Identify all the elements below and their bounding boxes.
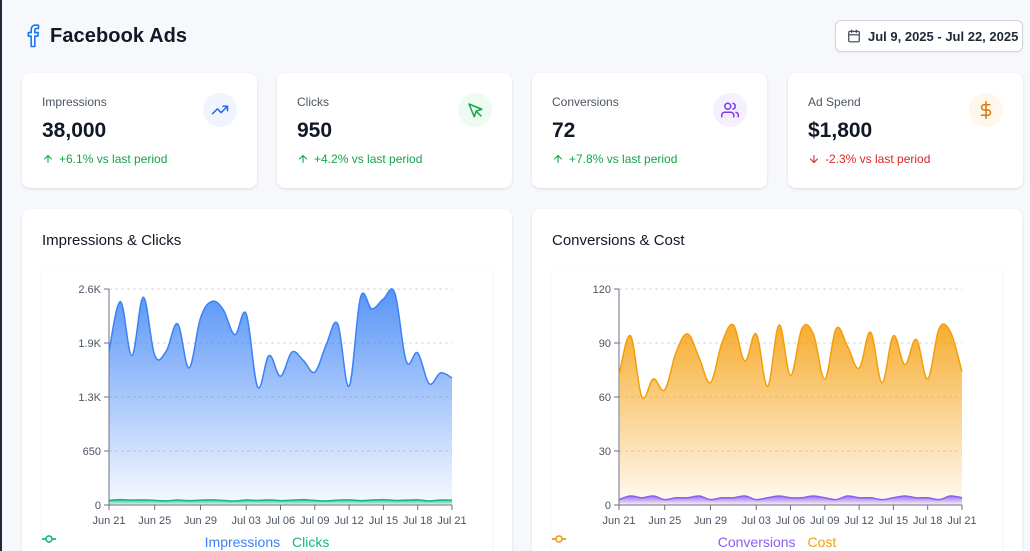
page-title: Facebook Ads: [50, 24, 188, 47]
arrow-up-icon: [43, 154, 53, 164]
kpi-card-conversions: Conversions 72 +7.8% vs last period: [532, 73, 767, 188]
x-tick-label: Jul 03: [742, 515, 771, 527]
series-line-clicks: [108, 498, 453, 502]
legend-label: Impressions: [204, 534, 281, 550]
chart-legend: Conversions Cost: [552, 534, 1002, 550]
kpi-value: 950: [297, 119, 333, 142]
x-tick-label: Jul 18: [913, 515, 942, 527]
x-tick-label: Jul 21: [947, 515, 976, 527]
y-tick-label: 0: [95, 500, 101, 512]
x-tick-label: Jul 09: [300, 515, 329, 527]
date-range-button[interactable]: Jul 9, 2025 - Jul 22, 2025: [835, 20, 1023, 52]
kpi-delta-text: +6.1% vs last period: [59, 152, 168, 166]
x-tick-label: Jul 06: [266, 515, 295, 527]
kpi-card-impressions: Impressions 38,000 +6.1% vs last period: [22, 73, 257, 188]
series-line-impressions: [108, 288, 453, 389]
conversions-cost-chart: 0 30 60 90 120 Jun 21 Jun 25 Jun 29 Jul 03 Jul 06…: [552, 267, 1002, 551]
legend-item-impressions[interactable]: Impressions: [42, 534, 281, 550]
dashboard-header: Facebook Ads Jul 9, 2025 - Jul 22, 2025: [2, 0, 1030, 70]
impressions-clicks-panel: Impressions & Clicks 0 650 1.3K 1.9K 2.6K Jun…: [22, 209, 512, 551]
kpi-card-clicks: Clicks 950 +4.2% vs last period: [277, 73, 512, 188]
kpi-value: $1,800: [808, 119, 873, 142]
trending-up-icon: [211, 105, 229, 115]
kpi-value: 72: [552, 119, 576, 142]
kpi-delta: +4.2% vs last period: [297, 152, 422, 166]
kpi-label: Clicks: [297, 95, 329, 109]
x-tick-label: Jun 29: [694, 515, 727, 527]
chart-title: Conversions & Cost: [552, 232, 685, 249]
x-tick-label: Jun 25: [138, 515, 171, 527]
y-tick-label: 30: [599, 446, 611, 458]
kpi-icon-badge: [713, 93, 747, 127]
series-area-cost: [619, 323, 962, 505]
x-tick-label: Jul 06: [776, 515, 805, 527]
kpi-delta-text: -2.3% vs last period: [825, 152, 931, 166]
x-tick-label: Jun 25: [648, 515, 681, 527]
chart-title: Impressions & Clicks: [42, 232, 182, 249]
kpi-icon-badge: [203, 93, 237, 127]
chart-legend: Impressions Clicks: [42, 534, 492, 550]
legend-line-icon: [552, 535, 566, 543]
kpi-delta: +7.8% vs last period: [552, 152, 677, 166]
date-range-label: Jul 9, 2025 - Jul 22, 2025: [868, 28, 1019, 44]
y-tick-label: 1.3K: [78, 392, 101, 404]
kpi-delta: +6.1% vs last period: [42, 152, 167, 166]
arrow-down-icon: [809, 154, 819, 164]
series-line-cost: [618, 323, 963, 400]
x-tick-label: Jul 15: [879, 515, 908, 527]
arrow-up-icon: [553, 154, 563, 164]
kpi-value: 38,000: [42, 119, 107, 142]
brand: Facebook Ads: [26, 24, 187, 48]
y-tick-label: 650: [83, 446, 101, 458]
y-tick-label: 0: [605, 500, 611, 512]
x-tick-label: Jul 12: [334, 515, 363, 527]
legend-item-cost[interactable]: Cost: [552, 534, 837, 550]
kpi-label: Conversions: [552, 95, 619, 109]
kpi-delta-text: +7.8% vs last period: [569, 152, 678, 166]
facebook-icon: [27, 24, 40, 48]
x-tick-label: Jun 21: [602, 515, 635, 527]
y-tick-label: 2.6K: [78, 284, 101, 296]
legend-line-icon: [42, 535, 56, 543]
x-tick-label: Jul 09: [810, 515, 839, 527]
legend-label: Cost: [803, 534, 837, 550]
legend-item-clicks[interactable]: Clicks: [42, 534, 330, 550]
impressions-clicks-svg: 0 650 1.3K 1.9K 2.6K Jun 21 Jun 25 Jun 29 Jul 03…: [78, 284, 466, 527]
legend-label: Conversions: [717, 534, 796, 550]
x-tick-label: Jul 03: [232, 515, 261, 527]
kpi-delta-text: +4.2% vs last period: [314, 152, 423, 166]
conversions-cost-svg: 0 30 60 90 120 Jun 21 Jun 25 Jun 29 Jul 03 Jul 06…: [593, 284, 977, 527]
kpi-delta: -2.3% vs last period: [808, 152, 930, 166]
users-icon: [721, 102, 739, 118]
calendar-icon: [848, 29, 860, 43]
impressions-clicks-chart: 0 650 1.3K 1.9K 2.6K Jun 21 Jun 25 Jun 29 Jul 03…: [42, 267, 492, 551]
x-tick-label: Jun 21: [92, 515, 125, 527]
series-area-impressions: [109, 288, 452, 505]
conversions-cost-panel: Conversions & Cost 0 30 60 90 120 Jun 21 Jun 2…: [532, 209, 1022, 551]
kpi-icon-badge: [969, 93, 1003, 127]
y-tick-label: 90: [599, 338, 611, 350]
dollar-icon: [980, 101, 992, 119]
y-tick-label: 1.9K: [78, 338, 101, 350]
x-tick-label: Jul 15: [369, 515, 398, 527]
legend-item-conversions[interactable]: Conversions: [552, 534, 796, 550]
x-tick-label: Jun 29: [184, 515, 217, 527]
kpi-card-ad-spend: Ad Spend $1,800 -2.3% vs last period: [788, 73, 1023, 188]
cursor-icon: [468, 103, 483, 118]
x-tick-label: Jul 12: [844, 515, 873, 527]
y-tick-label: 120: [593, 284, 611, 296]
kpi-label: Ad Spend: [808, 95, 861, 109]
x-tick-label: Jul 18: [403, 515, 432, 527]
kpi-icon-badge: [458, 93, 492, 127]
kpi-label: Impressions: [42, 95, 107, 109]
series-line-conversions: [618, 495, 963, 501]
legend-label: Clicks: [288, 534, 330, 550]
y-tick-label: 60: [599, 392, 611, 404]
x-tick-label: Jul 21: [437, 515, 466, 527]
arrow-up-icon: [298, 154, 308, 164]
